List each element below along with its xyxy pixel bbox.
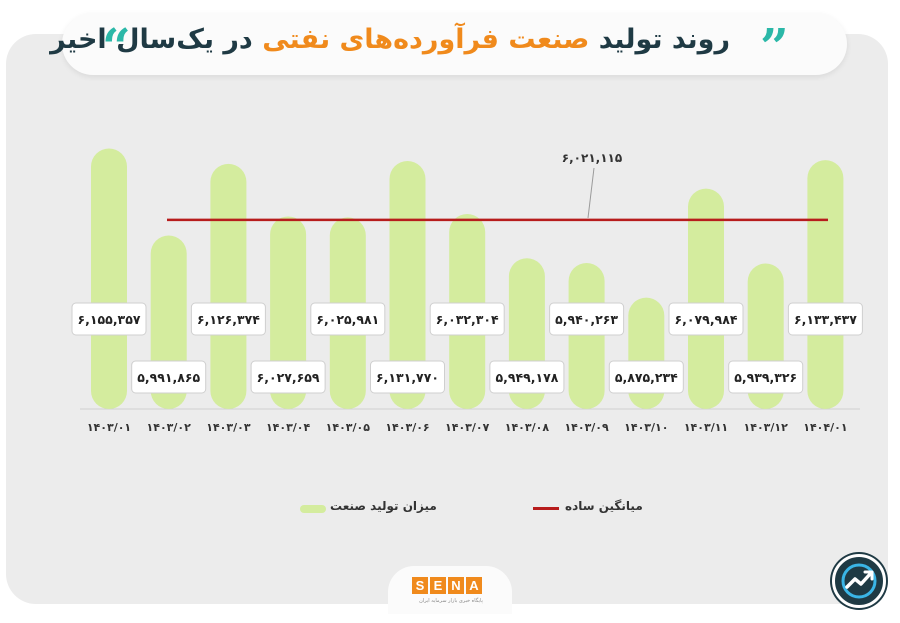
bar [688, 188, 724, 409]
x-tick-label: ۱۴۰۳/۰۷ [445, 421, 490, 434]
value-label: ۶,۰۲۷,۶۵۹ [257, 370, 320, 385]
value-label-box [608, 360, 684, 394]
bar [389, 161, 426, 409]
brand-badge-icon [832, 554, 886, 608]
value-label: ۶,۰۷۹,۹۸۴ [675, 312, 738, 327]
value-label: ۶,۱۳۱,۷۷۰ [376, 370, 439, 385]
page-title: روند تولید صنعت فرآورده‌های نفتی در یک‌س… [50, 24, 730, 55]
value-label: ۶,۱۲۶,۳۷۴ [197, 312, 260, 327]
logo-letter: S [412, 577, 428, 594]
bar [568, 262, 605, 409]
x-tick-label: ۱۴۰۳/۰۵ [326, 421, 371, 434]
bar [210, 163, 247, 409]
bar [91, 148, 127, 410]
legend-swatch-average [533, 507, 559, 510]
x-tick-label: ۱۴۰۳/۱۱ [684, 421, 728, 434]
trend-arrow-icon [841, 563, 877, 599]
value-label-box [429, 302, 505, 336]
x-tick-label: ۱۴۰۴/۰۱ [803, 421, 847, 434]
value-label: ۶,۰۲۵,۹۸۱ [316, 312, 379, 327]
legend-label-average: میانگین ساده [565, 499, 643, 513]
value-label-box [71, 302, 147, 336]
average-label: ۶,۰۲۱,۱۱۵ [562, 151, 622, 165]
value-label-box [131, 360, 207, 394]
x-tick-label: ۱۴۰۳/۰۳ [206, 421, 251, 434]
value-label-box [250, 360, 326, 394]
title-highlight: صنعت فرآورده‌های نفتی [262, 24, 590, 55]
value-label: ۵,۹۹۱,۸۶۵ [137, 370, 200, 385]
value-label: ۶,۱۳۳,۴۳۷ [794, 312, 857, 327]
value-label-box [310, 302, 386, 336]
x-tick-label: ۱۴۰۳/۰۸ [505, 421, 550, 434]
x-tick-label: ۱۴۰۳/۱۲ [744, 421, 789, 434]
logo-letter: N [448, 577, 464, 594]
value-label-box [190, 302, 266, 336]
value-label-box [489, 360, 565, 394]
value-label: ۵,۹۳۹,۳۲۶ [734, 370, 797, 385]
logo-letter: E [430, 577, 446, 594]
x-tick-label: ۱۴۰۳/۰۱ [87, 421, 131, 434]
x-tick-label: ۱۴۰۳/۰۶ [385, 421, 429, 434]
value-label: ۵,۹۴۹,۱۷۸ [495, 370, 558, 385]
x-tick-label: ۱۴۰۳/۰۲ [147, 421, 192, 434]
quote-open-icon: “ [102, 17, 131, 76]
value-label-box [549, 302, 625, 336]
value-label: ۵,۸۷۵,۲۳۴ [615, 370, 678, 385]
title-part-1: روند تولید [589, 24, 730, 55]
sena-logo-letters: S E N A [412, 577, 482, 594]
logo-subtitle: پایگاه خبری بازار سرمایه ایران [419, 598, 483, 604]
value-label-box [787, 302, 863, 336]
x-tick-label: ۱۴۰۳/۱۰ [624, 421, 668, 434]
x-tick-label: ۱۴۰۳/۰۹ [564, 421, 609, 434]
value-label: ۵,۹۴۰,۲۶۳ [555, 312, 618, 327]
value-label: ۶,۰۳۲,۳۰۴ [436, 312, 499, 327]
legend-label-production: میزان تولید صنعت [330, 499, 437, 513]
value-label-box [370, 360, 445, 394]
value-label: ۶,۱۵۵,۳۵۷ [78, 312, 141, 327]
title-banner [62, 13, 847, 75]
value-label-box [728, 360, 804, 394]
title-part-2: در یک‌سال اخیر [50, 24, 263, 55]
average-leader-line [587, 167, 595, 218]
bar [807, 160, 844, 409]
logo-letter: A [466, 577, 482, 594]
value-label-box [668, 302, 744, 336]
legend-swatch-production [300, 505, 326, 513]
x-tick-label: ۱۴۰۳/۰۴ [266, 421, 311, 434]
quote-close-icon: ” [760, 17, 789, 76]
